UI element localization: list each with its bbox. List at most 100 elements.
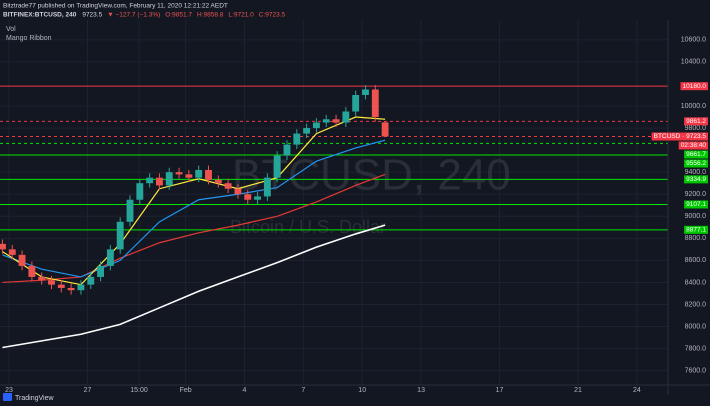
candle-body [156, 177, 163, 186]
x-tick-label: 27 [84, 387, 92, 394]
y-tick-label: 7800.0 [685, 345, 707, 352]
candle-body [273, 155, 281, 178]
candle-body [57, 284, 65, 288]
last-price: 9723.5 [82, 12, 102, 19]
level-label: 9334.9 [686, 176, 706, 183]
level-label-box [684, 117, 708, 126]
candle-body [293, 133, 301, 145]
brand: TradingView [15, 395, 54, 402]
x-tick-label: Feb [180, 387, 192, 394]
x-tick-label: 23 [5, 387, 13, 394]
level-label: 9107.1 [686, 201, 706, 208]
y-tick-label: 9200.0 [685, 191, 707, 198]
ma-line [2, 139, 386, 278]
candle-body [136, 183, 144, 200]
countdown: 02:38:40 [681, 142, 707, 149]
candle-body [322, 119, 330, 123]
header: Bitztrade77 published on TradingView.com… [3, 3, 228, 10]
level-label: 9556.2 [686, 160, 706, 167]
candle-body [116, 221, 124, 250]
candle-body [244, 194, 252, 200]
y-tick-label: 8400.0 [685, 279, 707, 286]
candle-body [175, 172, 183, 175]
x-tick-label: 15:00 [130, 387, 148, 394]
ohlc-value: L:9721.0 [228, 12, 254, 19]
y-tick-label: 9000.0 [685, 213, 707, 220]
candle-body [362, 89, 369, 95]
level-label-box [680, 82, 708, 91]
x-tick-label: 7 [301, 387, 305, 394]
candle-body [381, 122, 389, 137]
x-tick-label: 10 [358, 387, 366, 394]
level-label: BTCUSD · 9723.5 [654, 133, 707, 140]
candle-body [97, 265, 105, 277]
level-label-box [684, 200, 708, 209]
level-label: 8877.1 [686, 227, 706, 234]
candle-body [146, 177, 154, 184]
y-tick-label: 7600.0 [685, 368, 707, 375]
level-label-box [684, 159, 708, 168]
change: ▼ −127.7 (−1.3%) [107, 12, 160, 19]
x-tick-label: 13 [417, 387, 425, 394]
level-label-box [684, 150, 708, 159]
candle-body [303, 128, 311, 134]
candle-body [28, 265, 36, 277]
indicator-label: Vol [6, 26, 16, 33]
indicator-label: Mango Ribbon [6, 35, 52, 42]
candle-body [38, 276, 46, 281]
candle-body [332, 119, 340, 123]
level-label-box [651, 132, 708, 141]
y-tick-label: 9800.0 [685, 125, 707, 132]
y-tick-label: 10000.0 [681, 103, 706, 110]
candle-body [352, 94, 360, 112]
y-tick-label: 10600.0 [681, 37, 706, 44]
level-label-box [684, 175, 708, 184]
y-tick-label: 9400.0 [685, 169, 707, 176]
candle-body [312, 122, 320, 129]
y-tick-label: 8800.0 [685, 235, 707, 242]
ohlc-value: C:9723.5 [259, 12, 286, 19]
candle-body [205, 169, 212, 180]
x-tick-label: 21 [574, 387, 582, 394]
candle-body [185, 174, 193, 178]
y-tick-label: 10400.0 [681, 59, 706, 66]
y-tick-label: 8000.0 [685, 323, 707, 330]
candle-body [18, 254, 26, 266]
ohlc-value: O:9851.7 [165, 12, 192, 19]
candle-body [165, 172, 173, 186]
candle-body [234, 188, 242, 195]
brand-logo [3, 393, 12, 401]
level-label-box [684, 225, 708, 234]
candle-body [77, 284, 85, 291]
candle-body [87, 276, 95, 285]
candle-body [8, 249, 16, 255]
candle-body [195, 169, 203, 178]
ohlc-value: H:9858.8 [197, 12, 224, 19]
candle-body [106, 249, 114, 266]
candle-body [0, 243, 6, 250]
candle-body [214, 179, 222, 184]
countdown-box [678, 141, 708, 150]
y-tick-label: 8600.0 [685, 257, 707, 264]
candle-body [48, 280, 55, 285]
candle-body [283, 144, 291, 156]
candle-body [254, 196, 261, 200]
x-tick-label: 17 [496, 387, 504, 394]
candle-body [224, 183, 232, 189]
x-tick-label: 4 [243, 387, 247, 394]
candle-body [342, 111, 350, 123]
candle-body [371, 89, 379, 118]
x-tick-label: 24 [633, 387, 641, 394]
candle-body [126, 199, 134, 222]
level-label: 9661.7 [686, 151, 706, 158]
ma-line [2, 224, 386, 349]
plot [0, 85, 668, 349]
symbol: BITFINEX:BTCUSD, 240 [3, 12, 77, 19]
candle-body [67, 287, 75, 291]
watermark-sub: Bitcoin / U.S. Dollar [230, 217, 386, 237]
level-label: 9861.2 [686, 118, 706, 125]
level-label: 10180.0 [683, 83, 707, 90]
candle-body [263, 177, 271, 197]
